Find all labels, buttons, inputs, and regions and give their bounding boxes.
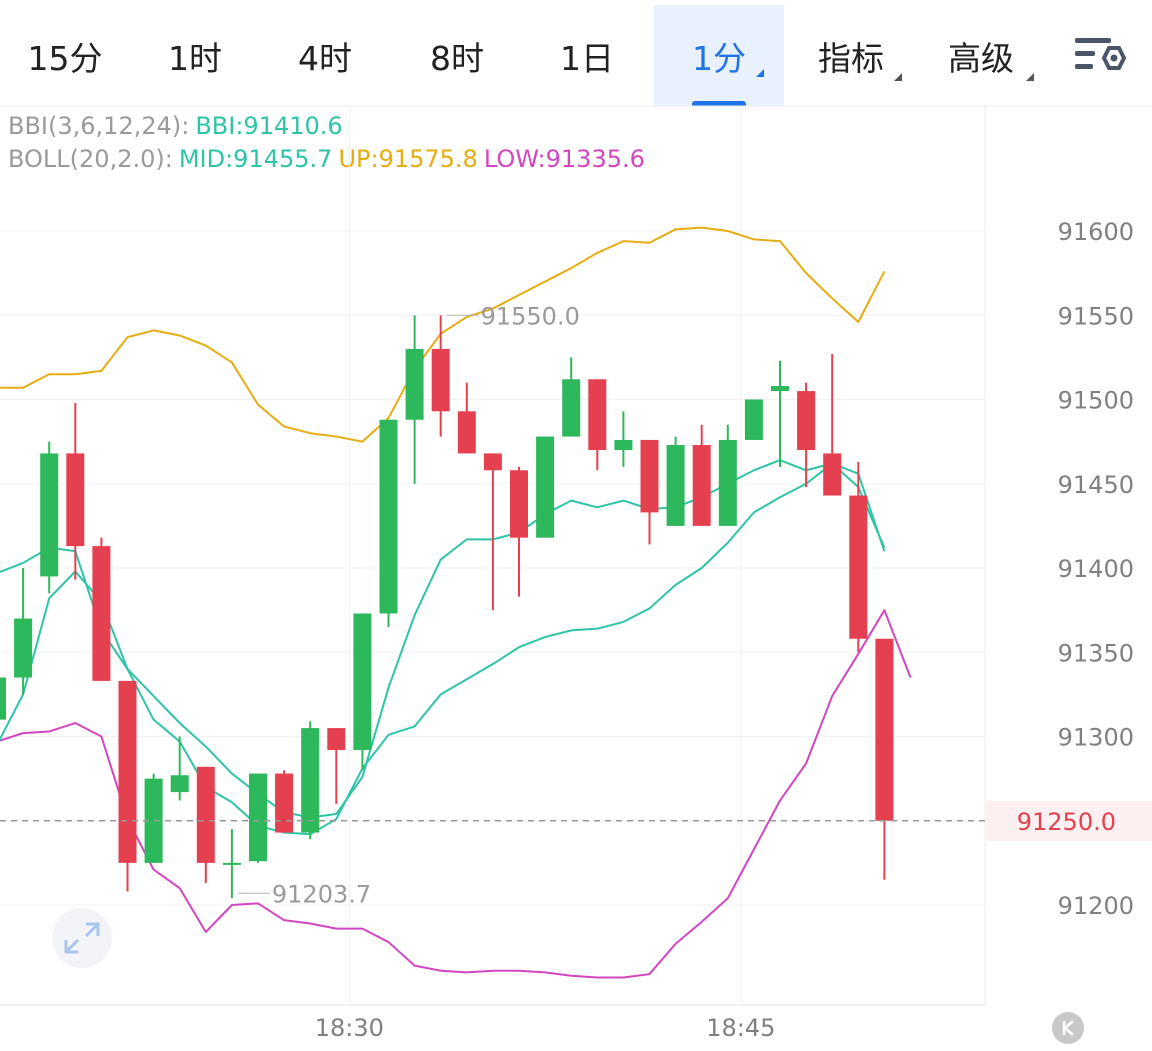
y-tick-label: 91450 [1058,471,1134,499]
candle-body [431,348,450,412]
tab-1hour[interactable]: 1时 [130,5,260,106]
y-tick-label: 91500 [1058,387,1134,415]
tab-4hour[interactable]: 4时 [260,5,390,106]
bbi-legend: BBI(3,6,12,24): BBI:91410.6 [8,112,349,140]
dropdown-triangle-icon [756,69,764,77]
candle-body [379,419,398,614]
tab-label: 1时 [168,38,222,78]
expand-arrows-icon[interactable] [52,908,112,968]
tab-1min[interactable]: 1分 [654,5,784,106]
boll-low-value: LOW:91335.6 [483,145,645,173]
tab-1day[interactable]: 1日 [522,5,652,106]
candle-body [510,470,528,538]
candle-body [249,773,267,862]
boll-legend-name: BOLL(20,2.0): [8,145,173,173]
candle-body [327,728,346,750]
candle-body [353,613,372,750]
tab-label: 4时 [298,38,352,78]
tab-label: 1日 [560,38,614,78]
tab-label: 8时 [430,38,484,78]
boll-up-value: UP:91575.8 [338,145,478,173]
boll-mid-value: MID:91455.7 [178,145,333,173]
bbi-legend-value: BBI:91410.6 [195,112,343,140]
current-price-box [986,800,1152,841]
candle-body [718,439,737,526]
candle-body [66,453,85,547]
candle-body [144,778,163,863]
candle-body [771,386,789,392]
y-tick-label: 91550 [1058,302,1134,330]
y-tick-label: 91400 [1058,555,1134,583]
candle-body [823,453,842,496]
y-tick-label: 91300 [1058,724,1134,752]
candle-body [170,775,189,793]
candle-body [118,680,137,863]
tab-15min[interactable]: 15分 [0,5,130,106]
tab-indicators[interactable]: 指标 [786,5,916,106]
candle-body [875,638,894,821]
candle-body [405,348,424,420]
candle-body [666,444,685,526]
candle-body [14,618,33,678]
candle-body [301,728,320,833]
candle-body [744,399,763,440]
tab-label: 指标 [818,38,884,78]
candle-body [640,439,659,513]
y-tick-label: 91200 [1058,892,1134,920]
candle-body [40,453,59,577]
bbi-legend-name: BBI(3,6,12,24): [8,112,190,140]
tab-advanced[interactable]: 高级 [916,5,1046,106]
candle-body [222,862,241,865]
sliders-gear-icon[interactable] [1071,36,1127,78]
y-tick-label: 91600 [1058,218,1134,246]
high-annotation-label: 91550.0 [481,302,580,330]
k-circle-icon[interactable] [1052,1012,1084,1044]
candle-body [562,379,581,437]
interval-tab-bar: 15分 1时 4时 8时 1日 1分 指标 高级 [0,0,1152,106]
tab-label: 高级 [948,38,1014,78]
candle-body [614,439,633,451]
boll-lower-line [0,609,912,979]
candle-body [692,444,711,526]
boll-mid-line [0,462,886,836]
candle-body [588,379,607,451]
x-tick-label: 18:45 [706,1014,775,1042]
candle-body [196,766,215,863]
candle-body [849,495,868,639]
candle-body [797,391,816,451]
dropdown-triangle-icon [1026,73,1034,81]
current-price-label: 91250.0 [1017,808,1116,836]
low-annotation-label: 91203.7 [272,880,371,908]
boll-legend: BOLL(20,2.0): MID:91455.7 UP:91575.8 LOW:91… [8,145,651,173]
candle-body [536,436,555,538]
y-tick-label: 91350 [1058,639,1134,667]
tab-label: 15分 [27,38,103,78]
candle-body [275,773,294,833]
candle-body [0,677,6,720]
x-tick-label: 18:30 [315,1014,384,1042]
candle-body [483,453,502,471]
tab-label: 1分 [692,38,746,78]
active-tab-indicator [692,101,746,106]
candle-body [92,546,111,681]
candle-body [457,411,476,454]
dropdown-triangle-icon [894,73,902,81]
tab-8hour[interactable]: 8时 [392,5,522,106]
